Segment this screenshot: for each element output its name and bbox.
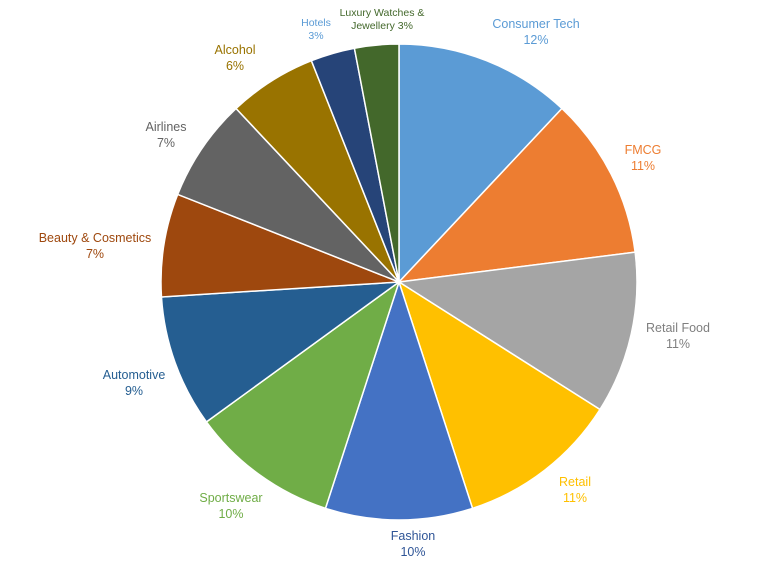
slice-label-luxury-watches-and-jewellery: Luxury Watches & Jewellery 3% xyxy=(340,7,425,32)
slice-label-retail-food: Retail Food 11% xyxy=(646,321,710,351)
pie-slice-automotive xyxy=(160,281,402,423)
slice-label-consumer-tech: Consumer Tech 12% xyxy=(492,17,579,47)
slice-label-alcohol: Alcohol 6% xyxy=(215,43,256,73)
pie-slices xyxy=(160,43,638,521)
pie-slice-retail xyxy=(397,280,601,510)
pie-slice-fmcg xyxy=(397,107,636,284)
pie-slice-airlines xyxy=(176,107,400,283)
slice-label-retail: Retail 11% xyxy=(559,475,591,505)
slice-label-fashion: Fashion 10% xyxy=(391,529,436,559)
slice-label-sportswear: Sportswear 10% xyxy=(199,491,262,521)
pie-slice-fashion xyxy=(324,279,474,521)
slice-labels: Consumer Tech 12% FMCG 11% Retail Food 11% Ret… xyxy=(39,7,710,559)
slice-label-automotive: Automotive 9% xyxy=(103,368,166,398)
pie-slice-sportswear xyxy=(205,280,401,510)
slice-label-airlines: Airlines 7% xyxy=(146,120,187,150)
pie-slice-luxury-watches-and-jewellery xyxy=(353,43,400,283)
pie-slice-consumer-tech xyxy=(398,43,563,284)
slice-label-hotels: Hotels 3% xyxy=(301,17,331,42)
pie-slice-retail-food xyxy=(396,251,638,411)
slice-label-fmcg: FMCG 11% xyxy=(625,143,662,173)
pie-slice-beauty-and-cosmetics xyxy=(160,193,400,298)
slice-label-beauty-and-cosmetics: Beauty & Cosmetics 7% xyxy=(39,231,152,261)
